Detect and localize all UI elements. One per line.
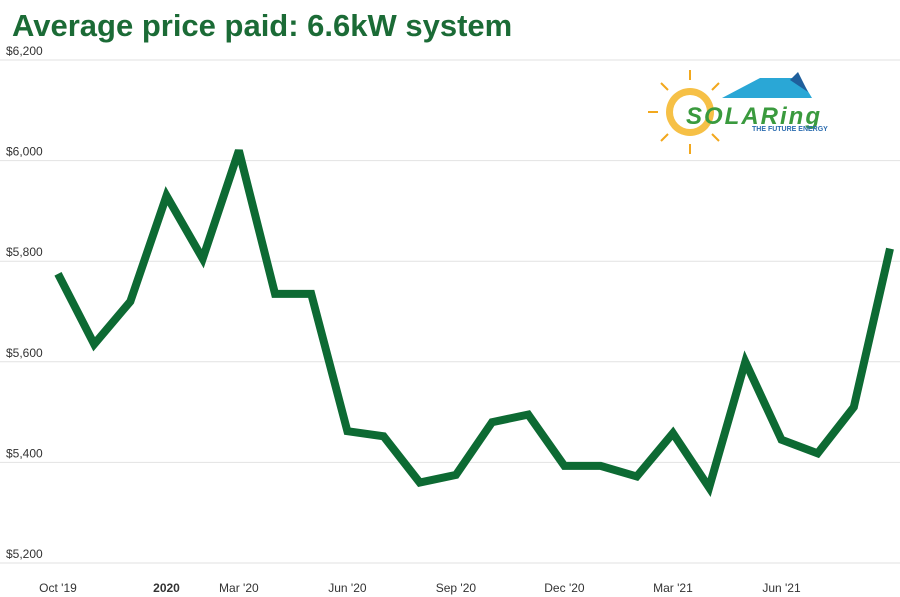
x-tick-label: Jun '20	[328, 581, 367, 595]
x-tick-label: Dec '20	[544, 581, 585, 595]
y-tick-label: $5,200	[6, 547, 43, 561]
y-tick-label: $5,600	[6, 346, 43, 360]
logo-tagline: THE FUTURE ENERGY	[752, 126, 828, 133]
solar-roof	[722, 78, 812, 98]
x-tick-label: Mar '21	[653, 581, 693, 595]
x-tick-label: Sep '20	[436, 581, 477, 595]
house-roof	[790, 72, 808, 92]
y-tick-label: $6,000	[6, 145, 43, 159]
y-tick-label: $5,400	[6, 446, 43, 460]
x-tick-label: Mar '20	[219, 581, 259, 595]
chart-title: Average price paid: 6.6kW system	[12, 8, 512, 43]
x-tick-label: 2020	[153, 581, 180, 595]
sun	[648, 70, 720, 154]
x-tick-label: Jun '21	[762, 581, 801, 595]
logo-name: SOLARing	[686, 103, 822, 130]
grid: $5,200 $5,400 $5,600 $5,800 $6,000 $6,200	[0, 44, 900, 564]
x-tick-label: Oct '19	[39, 581, 77, 595]
line-series	[54, 149, 894, 497]
y-tick-label: $5,800	[6, 245, 43, 259]
y-tick-label: $6,200	[6, 44, 43, 58]
logo: SOLARing THE FUTURE ENERGY	[648, 70, 828, 154]
